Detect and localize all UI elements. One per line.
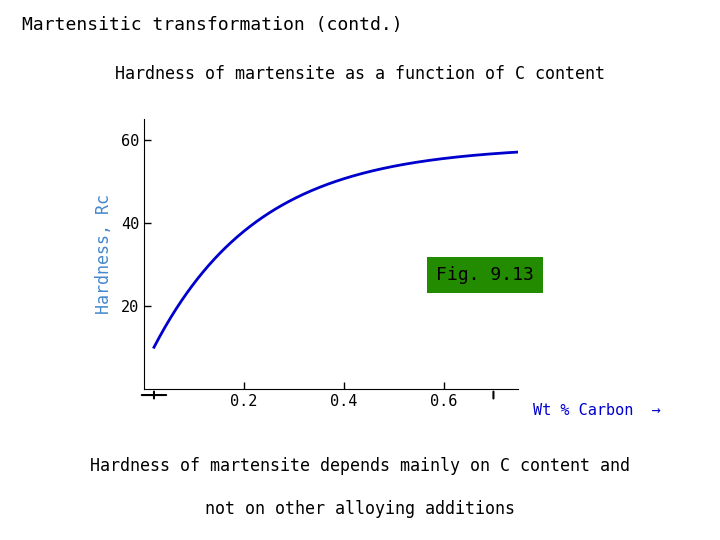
Text: Martensitic transformation (contd.): Martensitic transformation (contd.): [22, 16, 402, 34]
Y-axis label: Hardness, Rc: Hardness, Rc: [94, 194, 112, 314]
Text: Hardness of martensite depends mainly on C content and: Hardness of martensite depends mainly on…: [90, 457, 630, 475]
Text: Wt % Carbon  →: Wt % Carbon →: [533, 403, 660, 418]
Text: Fig. 9.13: Fig. 9.13: [436, 266, 534, 285]
Text: Hardness of martensite as a function of C content: Hardness of martensite as a function of …: [115, 65, 605, 83]
Text: not on other alloying additions: not on other alloying additions: [205, 501, 515, 518]
